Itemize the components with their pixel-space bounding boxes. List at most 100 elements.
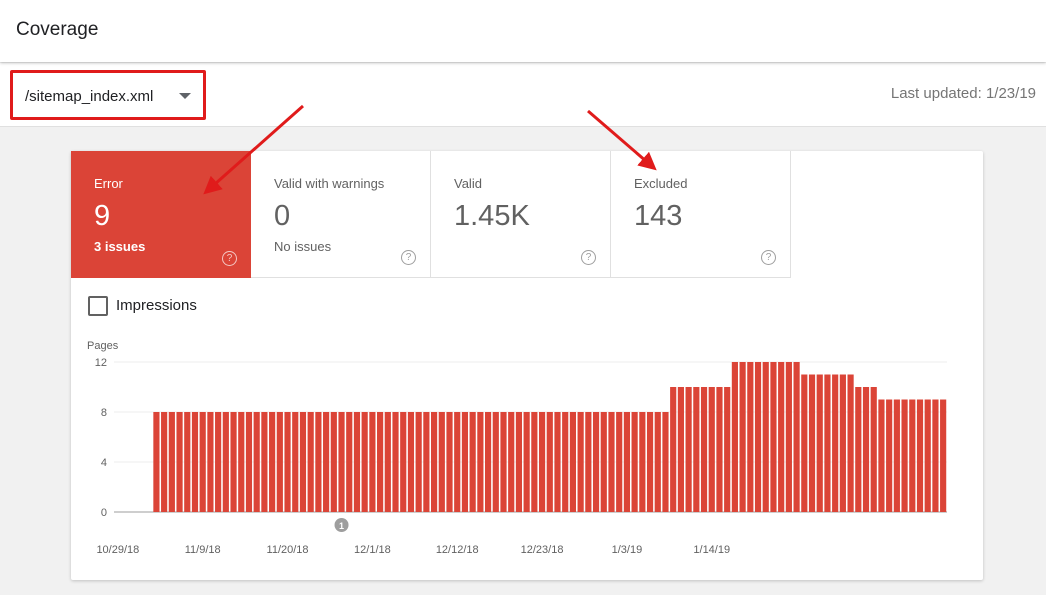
bar[interactable] xyxy=(392,412,399,512)
bar[interactable] xyxy=(477,412,484,512)
bar[interactable] xyxy=(670,387,677,512)
bar[interactable] xyxy=(639,412,646,512)
help-icon[interactable]: ? xyxy=(581,250,596,265)
bar[interactable] xyxy=(276,412,283,512)
bar[interactable] xyxy=(623,412,630,512)
bar[interactable] xyxy=(940,399,947,513)
bar[interactable] xyxy=(569,412,577,512)
bar[interactable] xyxy=(608,412,615,512)
bar[interactable] xyxy=(153,412,160,512)
bar[interactable] xyxy=(292,412,299,512)
bar[interactable] xyxy=(778,362,785,512)
bar[interactable] xyxy=(377,412,384,512)
bar[interactable] xyxy=(677,387,684,512)
bar[interactable] xyxy=(592,412,600,512)
bar[interactable] xyxy=(546,412,553,512)
bar[interactable] xyxy=(500,412,507,512)
bar[interactable] xyxy=(346,412,353,512)
bar[interactable] xyxy=(238,412,245,512)
bar[interactable] xyxy=(577,412,584,512)
bar[interactable] xyxy=(616,412,623,512)
sitemap-dropdown[interactable]: /sitemap_index.xml xyxy=(10,70,206,120)
bar[interactable] xyxy=(724,387,731,512)
bar[interactable] xyxy=(886,399,893,513)
bar[interactable] xyxy=(793,362,800,512)
bar[interactable] xyxy=(862,387,870,512)
tile-valid[interactable]: Valid 1.45K ? xyxy=(431,151,611,278)
bar[interactable] xyxy=(423,412,430,512)
bar[interactable] xyxy=(600,412,607,512)
bar[interactable] xyxy=(454,412,461,512)
bar[interactable] xyxy=(484,412,492,512)
bar[interactable] xyxy=(176,412,183,512)
bar[interactable] xyxy=(893,399,900,513)
bar[interactable] xyxy=(184,412,191,512)
tile-valid-with-warnings[interactable]: Valid with warnings 0 No issues ? xyxy=(251,151,431,278)
bar[interactable] xyxy=(808,374,816,513)
bar[interactable] xyxy=(415,412,422,512)
bar[interactable] xyxy=(330,412,337,512)
bar[interactable] xyxy=(870,387,877,512)
bar[interactable] xyxy=(245,412,253,512)
bar[interactable] xyxy=(222,412,229,512)
bar[interactable] xyxy=(230,412,237,512)
bar[interactable] xyxy=(554,412,561,512)
bar[interactable] xyxy=(839,374,846,513)
bar[interactable] xyxy=(654,412,661,512)
bar[interactable] xyxy=(508,412,515,512)
tile-error[interactable]: Error 9 3 issues ? xyxy=(71,151,251,278)
bar[interactable] xyxy=(168,412,175,512)
bar[interactable] xyxy=(847,374,854,513)
bar[interactable] xyxy=(191,412,199,512)
bar[interactable] xyxy=(562,412,569,512)
bar[interactable] xyxy=(762,362,769,512)
bar[interactable] xyxy=(161,412,168,512)
bar[interactable] xyxy=(916,399,924,513)
bar[interactable] xyxy=(901,399,908,513)
bar[interactable] xyxy=(816,374,823,513)
bar[interactable] xyxy=(716,387,723,512)
bar[interactable] xyxy=(369,412,376,512)
bar[interactable] xyxy=(215,412,222,512)
bar[interactable] xyxy=(538,412,546,512)
annotation-marker[interactable] xyxy=(334,518,349,532)
bar[interactable] xyxy=(646,412,654,512)
bar[interactable] xyxy=(492,412,499,512)
bar[interactable] xyxy=(269,412,276,512)
bar[interactable] xyxy=(299,412,307,512)
bar[interactable] xyxy=(708,387,715,512)
bar[interactable] xyxy=(785,362,792,512)
bar[interactable] xyxy=(446,412,453,512)
bar[interactable] xyxy=(824,374,831,513)
bar[interactable] xyxy=(700,387,708,512)
bar[interactable] xyxy=(731,362,738,512)
bar[interactable] xyxy=(855,387,862,512)
bar[interactable] xyxy=(361,412,368,512)
bar[interactable] xyxy=(431,412,438,512)
bar[interactable] xyxy=(932,399,939,513)
bar[interactable] xyxy=(407,412,415,512)
bar[interactable] xyxy=(747,362,754,512)
bar[interactable] xyxy=(400,412,407,512)
help-icon[interactable]: ? xyxy=(401,250,416,265)
bar[interactable] xyxy=(338,412,345,512)
bar[interactable] xyxy=(515,412,523,512)
bar[interactable] xyxy=(924,399,931,513)
help-icon[interactable]: ? xyxy=(761,250,776,265)
bar[interactable] xyxy=(207,412,214,512)
bar[interactable] xyxy=(531,412,538,512)
bar[interactable] xyxy=(323,412,330,512)
bar[interactable] xyxy=(469,412,476,512)
bar[interactable] xyxy=(878,399,885,513)
bar[interactable] xyxy=(754,362,762,512)
bar[interactable] xyxy=(307,412,314,512)
help-icon[interactable]: ? xyxy=(222,251,237,266)
bar[interactable] xyxy=(770,362,777,512)
bar[interactable] xyxy=(253,412,260,512)
bar[interactable] xyxy=(739,362,746,512)
bar[interactable] xyxy=(438,412,445,512)
bar[interactable] xyxy=(353,412,361,512)
checkbox-icon[interactable] xyxy=(88,296,108,316)
tile-excluded[interactable]: Excluded 143 ? xyxy=(611,151,791,278)
bar[interactable] xyxy=(261,412,268,512)
